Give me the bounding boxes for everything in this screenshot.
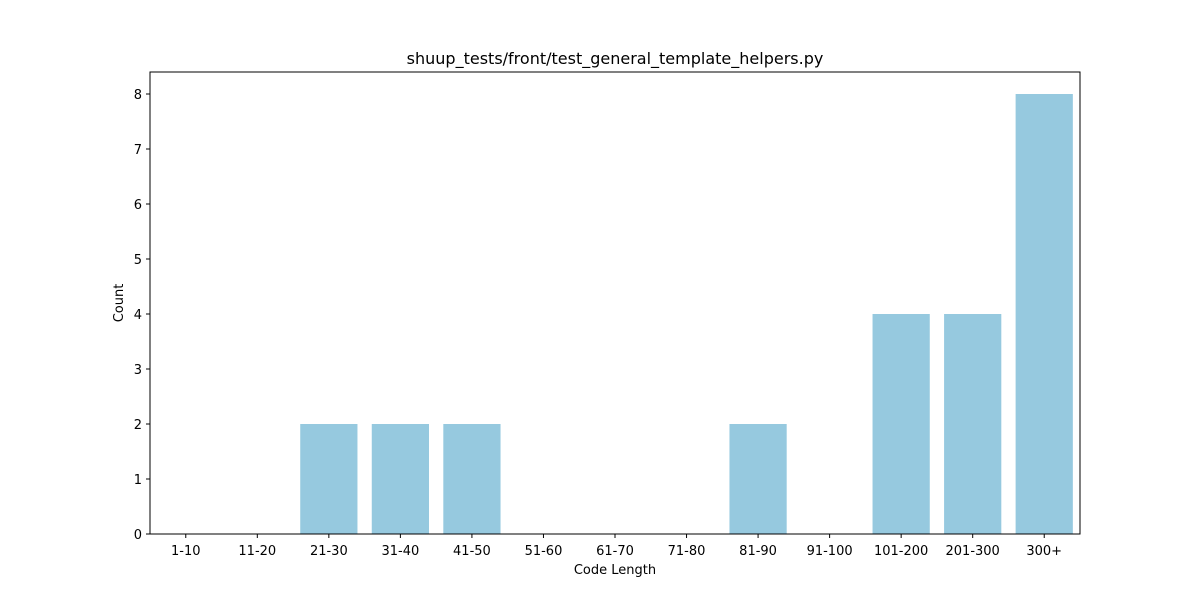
y-tick-label: 7 — [134, 143, 142, 158]
x-tick-label: 21-30 — [310, 544, 348, 559]
y-tick-label: 0 — [134, 528, 142, 543]
bar-31-40 — [371, 424, 429, 534]
x-tick-label: 91-100 — [807, 544, 853, 559]
y-axis-label: Count — [112, 284, 127, 323]
bar-201-300 — [944, 314, 1002, 534]
x-tick-label: 11-20 — [238, 544, 276, 559]
y-tick-label: 4 — [134, 308, 142, 323]
plot-frame — [149, 71, 1081, 535]
y-tick-label: 8 — [134, 88, 142, 103]
y-axis: 0 1 2 3 4 5 6 7 8 — [134, 88, 150, 543]
x-axis-label: Code Length — [574, 563, 656, 578]
x-tick-label: 61-70 — [596, 544, 634, 559]
y-tick-label: 6 — [134, 198, 142, 213]
x-tick-label: 51-60 — [525, 544, 563, 559]
x-tick-label: 81-90 — [739, 544, 777, 559]
x-tick-label: 1-10 — [171, 544, 201, 559]
bar-41-50 — [443, 424, 501, 534]
chart-title: shuup_tests/front/test_general_template_… — [407, 49, 824, 69]
y-tick-label: 1 — [134, 473, 142, 488]
y-tick-label: 2 — [134, 418, 142, 433]
x-axis: 1-10 11-20 21-30 31-40 41-50 51-60 61-70 71-80 8… — [171, 534, 1062, 559]
x-tick-label: 71-80 — [668, 544, 706, 559]
x-tick-label: 101-200 — [874, 544, 928, 559]
x-tick-label: 201-300 — [946, 544, 1000, 559]
x-tick-label: 31-40 — [381, 544, 419, 559]
bars-layer — [300, 94, 1073, 534]
bar-300+ — [1015, 94, 1073, 534]
bar-81-90 — [729, 424, 787, 534]
bar-21-30 — [300, 424, 358, 534]
x-tick-label: 41-50 — [453, 544, 491, 559]
x-tick-label: 300+ — [1026, 544, 1062, 559]
y-tick-label: 5 — [134, 253, 142, 268]
bar-101-200 — [872, 314, 930, 534]
y-tick-label: 3 — [134, 363, 142, 378]
